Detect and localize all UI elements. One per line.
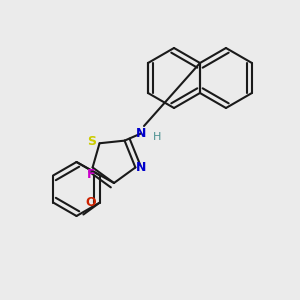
- Text: N: N: [136, 127, 146, 140]
- Text: H: H: [153, 131, 162, 142]
- Text: S: S: [88, 135, 97, 148]
- Text: O: O: [85, 196, 96, 209]
- Text: N: N: [136, 161, 147, 174]
- Text: F: F: [87, 167, 95, 181]
